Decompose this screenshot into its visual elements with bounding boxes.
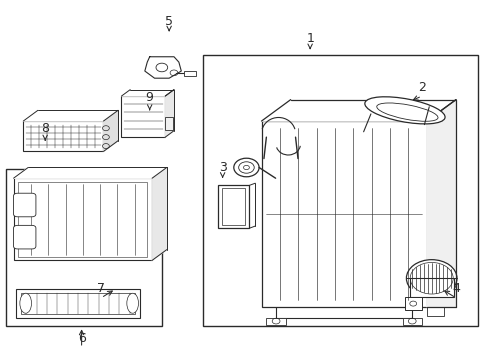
Bar [21, 293, 135, 314]
Bar [404, 297, 421, 310]
Bar [221, 188, 245, 225]
FancyBboxPatch shape [14, 225, 36, 249]
Bar [165, 117, 172, 130]
Text: 5: 5 [165, 14, 173, 27]
Text: 6: 6 [78, 333, 85, 346]
Polygon shape [144, 57, 181, 78]
Bar [19, 182, 147, 257]
Bar [217, 185, 249, 228]
Bar [409, 278, 453, 297]
Text: 1: 1 [305, 32, 313, 45]
Bar [16, 289, 140, 318]
Ellipse shape [20, 293, 31, 313]
Polygon shape [23, 111, 118, 121]
Ellipse shape [126, 293, 138, 313]
Text: 4: 4 [451, 283, 459, 296]
FancyBboxPatch shape [14, 193, 36, 217]
Bar [183, 71, 196, 76]
Bar [266, 318, 285, 325]
Text: 7: 7 [97, 283, 105, 296]
Polygon shape [165, 90, 174, 137]
Text: 3: 3 [218, 161, 226, 174]
Bar [426, 307, 443, 316]
Polygon shape [152, 167, 166, 260]
Ellipse shape [364, 97, 444, 124]
Ellipse shape [233, 158, 259, 177]
Polygon shape [103, 111, 118, 152]
Bar [121, 96, 165, 137]
Bar [402, 318, 421, 325]
Text: 8: 8 [41, 122, 49, 135]
Bar [23, 121, 103, 152]
Ellipse shape [243, 165, 249, 170]
Bar [14, 178, 152, 260]
Text: 2: 2 [417, 81, 425, 94]
Bar [261, 121, 426, 307]
Text: 9: 9 [145, 91, 153, 104]
Polygon shape [121, 90, 174, 96]
Bar [203, 55, 477, 327]
Polygon shape [426, 100, 455, 307]
Polygon shape [14, 167, 166, 178]
Ellipse shape [406, 260, 456, 297]
Bar [6, 169, 162, 327]
Polygon shape [261, 100, 455, 121]
